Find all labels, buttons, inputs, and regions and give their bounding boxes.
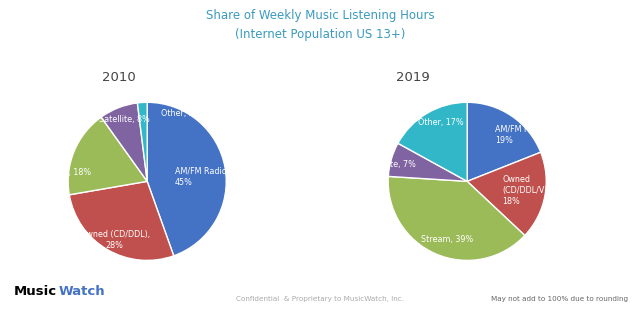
Text: Share of Weekly Music Listening Hours
(Internet Population US 13+): Share of Weekly Music Listening Hours (I… <box>205 9 435 41</box>
Wedge shape <box>138 102 147 181</box>
Wedge shape <box>388 143 467 181</box>
Text: Stream, 18%: Stream, 18% <box>39 167 92 177</box>
Text: Music: Music <box>14 285 57 298</box>
Text: Confidential  & Proprietary to MusicWatch, Inc.: Confidential & Proprietary to MusicWatch… <box>236 296 404 302</box>
Text: Satellite, 8%: Satellite, 8% <box>99 115 149 124</box>
Text: AM/FM Radio,
45%: AM/FM Radio, 45% <box>175 167 229 187</box>
Wedge shape <box>388 176 525 260</box>
Text: Other, 2%: Other, 2% <box>161 109 202 118</box>
Text: 2019: 2019 <box>396 71 429 84</box>
Wedge shape <box>101 103 147 181</box>
Text: Satellite, 7%: Satellite, 7% <box>365 160 416 169</box>
Wedge shape <box>147 102 227 256</box>
Text: Other, 17%: Other, 17% <box>419 118 464 127</box>
Text: 2010: 2010 <box>102 71 135 84</box>
Wedge shape <box>69 181 173 260</box>
Wedge shape <box>398 102 467 181</box>
Text: Watch: Watch <box>59 285 106 298</box>
Text: Stream, 39%: Stream, 39% <box>420 235 473 244</box>
Text: Owned (CD/DDL),
28%: Owned (CD/DDL), 28% <box>79 230 150 250</box>
Text: Owned
(CD/DDL/Vinyl),
18%: Owned (CD/DDL/Vinyl), 18% <box>502 175 564 206</box>
Wedge shape <box>68 117 147 195</box>
Wedge shape <box>467 152 547 236</box>
Wedge shape <box>467 102 541 181</box>
Text: AM/FM Radio,
19%: AM/FM Radio, 19% <box>495 125 549 145</box>
Text: May not add to 100% due to rounding: May not add to 100% due to rounding <box>492 296 628 302</box>
